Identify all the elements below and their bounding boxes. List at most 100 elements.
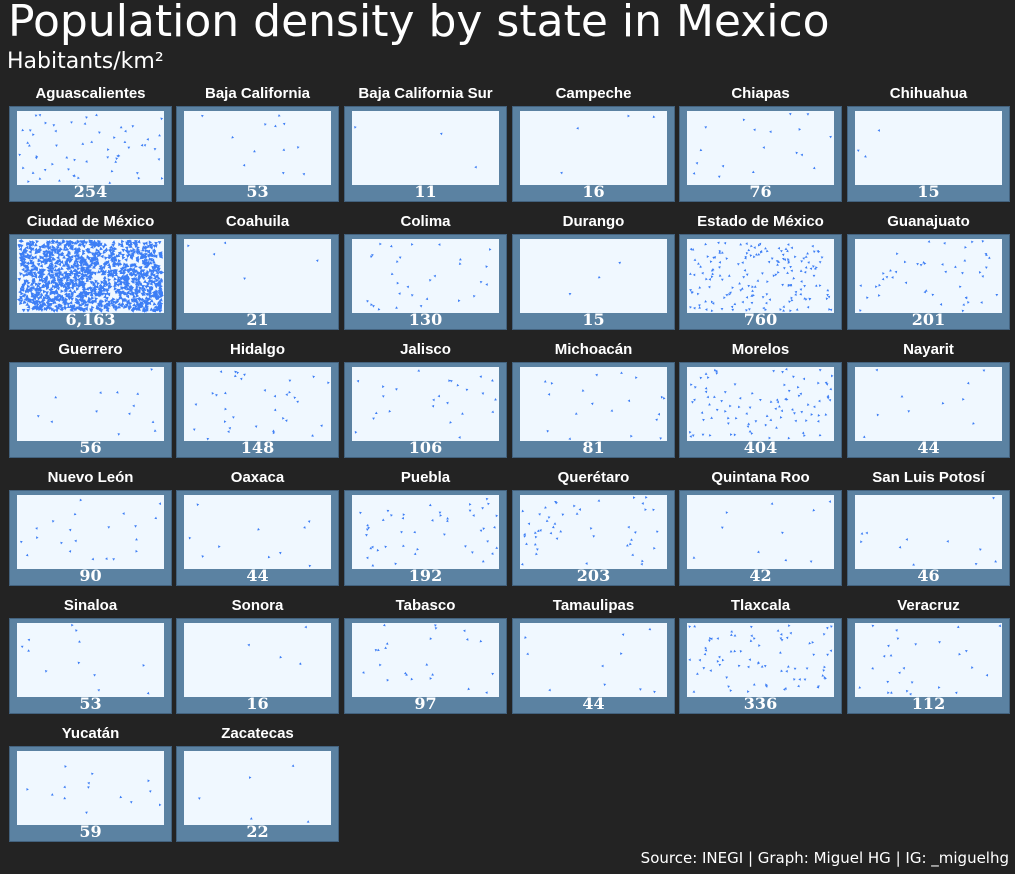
density-dot <box>285 393 288 396</box>
density-dot <box>102 275 107 280</box>
density-dot <box>41 302 45 306</box>
density-dot <box>50 248 55 253</box>
density-dot <box>428 503 432 507</box>
density-dot <box>805 667 809 670</box>
density-dot <box>644 508 647 512</box>
density-dot <box>25 279 30 283</box>
density-dot <box>111 243 116 248</box>
density-dot <box>95 257 99 261</box>
state-panel: Tamaulipas 44 <box>512 596 675 720</box>
density-dot <box>26 308 31 313</box>
panel-frame: 90 <box>9 490 172 586</box>
density-dot <box>431 673 434 676</box>
density-dot <box>124 258 128 262</box>
density-dot <box>730 630 733 633</box>
panel-plot-area <box>855 623 1002 697</box>
density-dot <box>28 144 31 147</box>
density-value-label: 42 <box>749 566 772 585</box>
density-dot <box>125 280 129 284</box>
density-dot <box>909 692 912 696</box>
density-dot <box>90 305 95 310</box>
density-dot <box>47 271 51 276</box>
density-dot <box>723 241 727 245</box>
density-dot <box>103 292 108 297</box>
density-dot <box>155 270 160 275</box>
density-dot <box>887 644 890 648</box>
state-label: Puebla <box>400 469 451 486</box>
density-dot <box>34 294 38 298</box>
state-panel: Durango 15 <box>512 212 675 336</box>
density-dot <box>147 779 150 783</box>
density-dot <box>22 166 25 170</box>
density-dot <box>487 502 490 506</box>
density-dot <box>434 627 438 630</box>
density-dot <box>302 172 306 176</box>
density-dot <box>147 257 152 261</box>
density-dot <box>774 273 778 277</box>
density-dot <box>92 291 97 296</box>
density-dot <box>485 283 488 286</box>
density-dot <box>327 381 330 385</box>
density-dot <box>446 517 449 520</box>
density-dot <box>981 275 985 278</box>
density-dots <box>692 112 832 179</box>
density-dot <box>625 544 629 547</box>
density-dot <box>94 251 99 256</box>
density-dot <box>578 508 582 511</box>
density-dot <box>107 281 112 285</box>
density-dot <box>131 125 135 128</box>
density-dot <box>751 285 754 289</box>
density-dot <box>630 434 633 438</box>
density-dot <box>788 300 791 304</box>
density-dot <box>218 545 221 549</box>
density-dot <box>131 277 136 281</box>
density-dot <box>153 308 157 312</box>
density-dot <box>54 308 59 313</box>
density-dot <box>75 629 78 633</box>
density-dot <box>779 632 783 636</box>
density-dot <box>108 255 112 260</box>
panel-frame: 760 <box>679 234 842 330</box>
density-dot <box>485 497 489 501</box>
density-dot <box>114 272 119 277</box>
density-dot <box>25 266 30 270</box>
density-dot <box>878 283 881 287</box>
state-panel: Puebla 192 <box>344 468 507 592</box>
density-dot <box>32 133 35 137</box>
density-dot <box>34 114 38 118</box>
density-dot <box>66 275 71 280</box>
density-dot <box>812 508 816 512</box>
density-dot <box>708 639 711 643</box>
density-dot <box>117 305 122 309</box>
density-dot <box>52 300 57 304</box>
density-dot <box>536 548 539 551</box>
density-dot <box>117 302 121 306</box>
density-dot <box>112 263 116 268</box>
density-dot <box>713 368 717 372</box>
density-dot <box>439 514 443 517</box>
density-dot <box>810 413 814 416</box>
density-dot <box>790 269 794 273</box>
density-dot <box>254 425 258 428</box>
density-dot <box>35 239 40 244</box>
density-dot <box>100 280 104 285</box>
density-dot <box>905 538 908 541</box>
state-label: Baja California <box>204 85 311 102</box>
density-dot <box>710 637 713 641</box>
density-dot <box>51 162 54 166</box>
density-dot <box>63 271 68 275</box>
density-dot <box>85 811 88 815</box>
state-label: Veracruz <box>897 597 960 614</box>
density-dot <box>963 259 967 262</box>
density-dot <box>142 307 147 311</box>
density-dot <box>802 377 806 381</box>
density-dot <box>19 287 24 292</box>
density-dot <box>386 509 390 513</box>
density-dot <box>768 298 772 302</box>
density-dot <box>781 531 784 535</box>
density-dot <box>794 255 797 259</box>
density-dot <box>795 151 799 155</box>
panel-frame: 106 <box>344 362 507 458</box>
density-dot <box>134 244 138 248</box>
density-dot <box>60 272 64 277</box>
